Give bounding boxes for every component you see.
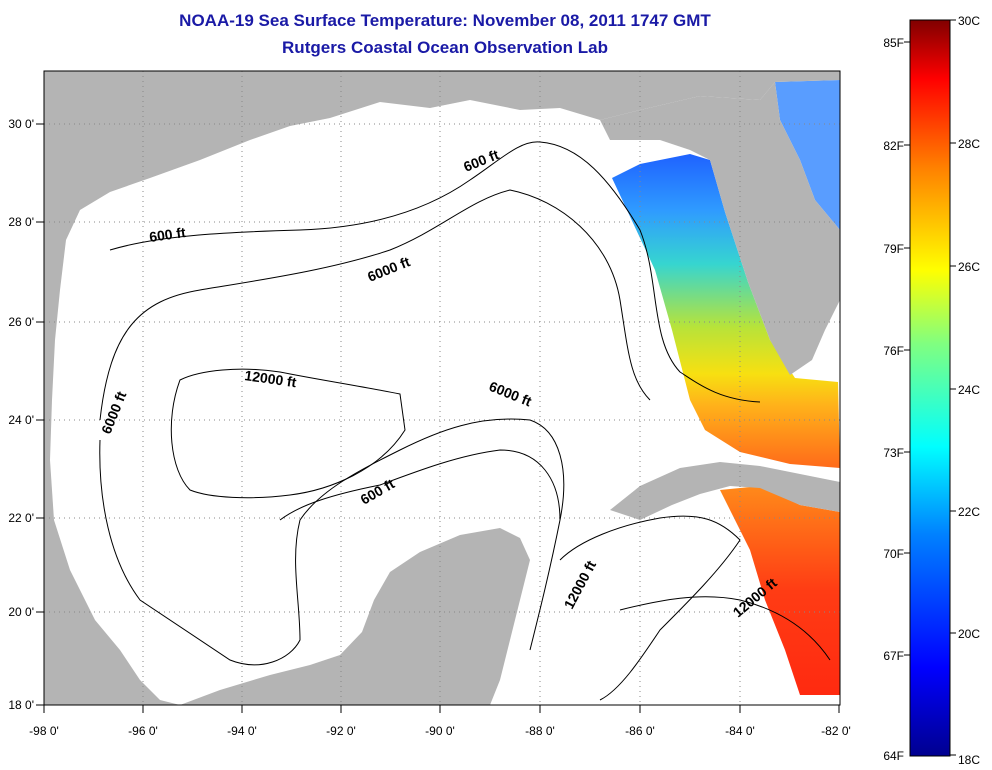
lat-tick-labels: 30 0' 28 0' 26 0' 24 0' 22 0' 20 0' 18 0… <box>8 117 34 712</box>
lon-tick: -88 0' <box>525 724 555 738</box>
lat-tick: 22 0' <box>8 511 34 525</box>
bathymetry-contours <box>99 141 831 701</box>
frame-ticks <box>36 123 840 713</box>
colorbar-f-label: 79F <box>883 242 904 256</box>
colorbar-f-label: 64F <box>883 749 904 763</box>
colorbar-f-label: 70F <box>883 547 904 561</box>
colorbar <box>909 19 951 757</box>
lon-tick: -86 0' <box>625 724 655 738</box>
lat-tick: 30 0' <box>8 117 34 131</box>
map-subtitle: Rutgers Coastal Ocean Observation Lab <box>282 38 608 57</box>
sst-swath-florida <box>612 154 840 468</box>
colorbar-c-label: 28C <box>958 137 980 151</box>
colorbar-fahrenheit-labels: 85F 82F 79F 76F 73F 70F 67F 64F <box>883 36 904 763</box>
colorbar-c-label: 18C <box>958 753 980 767</box>
lat-tick: 26 0' <box>8 315 34 329</box>
lon-tick: -96 0' <box>128 724 158 738</box>
sst-swath-atlantic <box>775 80 840 230</box>
sst-swath-caribbean <box>720 486 840 695</box>
colorbar-c-label: 22C <box>958 505 980 519</box>
land <box>44 71 840 705</box>
lon-tick: -92 0' <box>326 724 356 738</box>
lon-tick: -82 0' <box>821 724 851 738</box>
colorbar-f-label: 73F <box>883 446 904 460</box>
colorbar-f-label: 82F <box>883 139 904 153</box>
lon-tick: -94 0' <box>227 724 257 738</box>
lat-tick: 20 0' <box>8 605 34 619</box>
map-title: NOAA-19 Sea Surface Temperature: Novembe… <box>179 11 711 30</box>
colorbar-f-label: 85F <box>883 36 904 50</box>
lat-tick: 18 0' <box>8 698 34 712</box>
colorbar-c-label: 24C <box>958 383 980 397</box>
colorbar-celsius-labels: 30C 28C 26C 24C 22C 20C 18C <box>958 14 980 767</box>
lat-tick: 28 0' <box>8 215 34 229</box>
colorbar-c-label: 30C <box>958 14 980 28</box>
colorbar-ticks <box>904 19 956 756</box>
colorbar-c-label: 26C <box>958 260 980 274</box>
lat-tick: 24 0' <box>8 413 34 427</box>
colorbar-c-label: 20C <box>958 627 980 641</box>
grid <box>44 71 840 705</box>
lon-tick-labels: -98 0' -96 0' -94 0' -92 0' -90 0' -88 0… <box>29 724 851 738</box>
contour-label-12000-central: 12000 ft <box>244 367 298 390</box>
lon-tick: -90 0' <box>425 724 455 738</box>
lon-tick: -98 0' <box>29 724 59 738</box>
lon-tick: -84 0' <box>725 724 755 738</box>
map-border <box>43 70 841 706</box>
contour-label-600-west: 600 ft <box>148 224 187 245</box>
colorbar-f-label: 67F <box>883 649 904 663</box>
colorbar-f-label: 76F <box>883 344 904 358</box>
